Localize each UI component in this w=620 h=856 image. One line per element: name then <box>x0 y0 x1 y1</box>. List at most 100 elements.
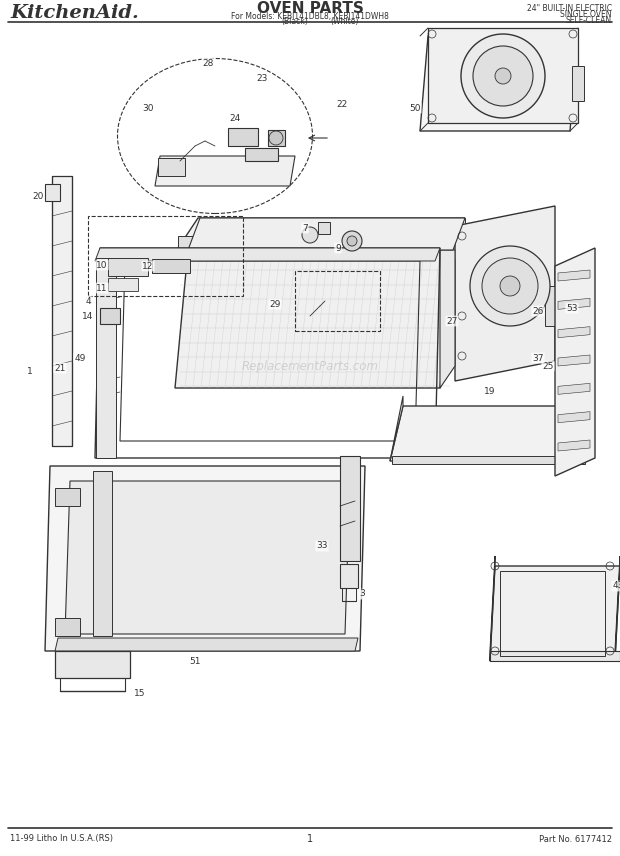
Text: 53: 53 <box>566 304 578 312</box>
Text: 30: 30 <box>142 104 154 112</box>
Polygon shape <box>228 128 258 146</box>
Text: 11: 11 <box>96 283 108 293</box>
Text: Part No. 6177412: Part No. 6177412 <box>539 835 612 843</box>
Polygon shape <box>100 308 120 324</box>
Text: 15: 15 <box>135 689 146 698</box>
Text: 51: 51 <box>189 657 201 665</box>
Bar <box>295 271 380 331</box>
Circle shape <box>269 131 283 145</box>
Circle shape <box>470 246 550 326</box>
Bar <box>545 286 563 326</box>
Polygon shape <box>558 355 590 366</box>
Text: SELF-CLEAN: SELF-CLEAN <box>566 15 612 25</box>
Text: 37: 37 <box>532 354 544 362</box>
Text: 22: 22 <box>337 99 348 109</box>
Bar <box>572 66 584 101</box>
Polygon shape <box>558 270 590 281</box>
Text: (White): (White) <box>331 17 359 26</box>
Text: 10: 10 <box>96 260 108 270</box>
Text: 3: 3 <box>359 590 365 598</box>
Polygon shape <box>440 218 465 228</box>
Polygon shape <box>158 158 185 176</box>
Text: 12: 12 <box>143 261 154 270</box>
Text: 26: 26 <box>533 306 544 316</box>
Text: 19: 19 <box>484 387 496 395</box>
Circle shape <box>342 231 362 251</box>
Bar <box>88 216 243 296</box>
Polygon shape <box>392 456 585 464</box>
Text: 23: 23 <box>256 74 268 82</box>
Text: 43: 43 <box>613 581 620 591</box>
Polygon shape <box>558 412 590 423</box>
Circle shape <box>495 68 511 84</box>
Polygon shape <box>178 236 198 248</box>
Polygon shape <box>390 396 403 461</box>
Polygon shape <box>45 466 365 651</box>
Text: 29: 29 <box>269 300 281 308</box>
Polygon shape <box>55 638 358 651</box>
Bar <box>428 28 578 123</box>
Text: 20: 20 <box>32 192 43 200</box>
Polygon shape <box>188 218 465 250</box>
Text: 49: 49 <box>74 354 86 362</box>
Polygon shape <box>340 456 360 561</box>
Polygon shape <box>155 156 295 186</box>
Polygon shape <box>178 218 465 248</box>
Polygon shape <box>95 248 440 261</box>
Polygon shape <box>490 566 620 661</box>
Text: 24" BUILT-IN ELECTRIC: 24" BUILT-IN ELECTRIC <box>527 3 612 13</box>
Polygon shape <box>93 471 112 636</box>
Polygon shape <box>558 299 590 309</box>
Text: 7: 7 <box>302 223 308 233</box>
Polygon shape <box>455 206 555 381</box>
Text: 1: 1 <box>307 834 313 844</box>
Text: 1: 1 <box>27 366 33 376</box>
Bar <box>108 258 148 276</box>
Polygon shape <box>340 564 358 588</box>
Text: 9: 9 <box>335 243 341 253</box>
Bar <box>318 222 330 234</box>
Polygon shape <box>52 176 72 446</box>
Text: ReplacementParts.com: ReplacementParts.com <box>242 360 378 372</box>
Circle shape <box>500 276 520 296</box>
Polygon shape <box>420 36 578 131</box>
Polygon shape <box>245 148 278 161</box>
Text: 25: 25 <box>542 361 554 371</box>
Bar <box>152 259 190 273</box>
Polygon shape <box>558 440 590 451</box>
Circle shape <box>461 34 545 118</box>
Polygon shape <box>390 406 588 461</box>
Text: For Models: KEBI141DBL8, KEBI141DWH8: For Models: KEBI141DBL8, KEBI141DWH8 <box>231 11 389 21</box>
Text: 21: 21 <box>55 364 66 372</box>
Polygon shape <box>490 556 495 661</box>
Text: 27: 27 <box>446 317 458 325</box>
Polygon shape <box>55 618 80 636</box>
Polygon shape <box>558 327 590 337</box>
Polygon shape <box>615 556 620 661</box>
Polygon shape <box>175 250 453 388</box>
Polygon shape <box>430 236 445 248</box>
Polygon shape <box>555 248 595 476</box>
Polygon shape <box>575 396 588 461</box>
Text: 33: 33 <box>316 542 328 550</box>
Text: 4: 4 <box>85 296 91 306</box>
Bar <box>108 278 138 291</box>
Bar <box>558 294 568 318</box>
Circle shape <box>473 46 533 106</box>
Polygon shape <box>490 651 620 661</box>
Text: KitchenAid.: KitchenAid. <box>10 4 139 22</box>
Polygon shape <box>45 184 60 201</box>
Text: 11-99 Litho In U.S.A.(RS): 11-99 Litho In U.S.A.(RS) <box>10 835 113 843</box>
Text: (Black): (Black) <box>281 17 308 26</box>
Text: OVEN PARTS: OVEN PARTS <box>257 1 363 15</box>
Text: 14: 14 <box>82 312 94 320</box>
Polygon shape <box>55 651 130 678</box>
Circle shape <box>347 236 357 246</box>
Polygon shape <box>55 488 80 506</box>
Text: 24: 24 <box>229 114 241 122</box>
Polygon shape <box>268 130 285 146</box>
Polygon shape <box>440 250 455 388</box>
Text: 50: 50 <box>409 104 421 112</box>
Polygon shape <box>96 258 116 458</box>
Text: SINGLE OVEN: SINGLE OVEN <box>560 9 612 19</box>
